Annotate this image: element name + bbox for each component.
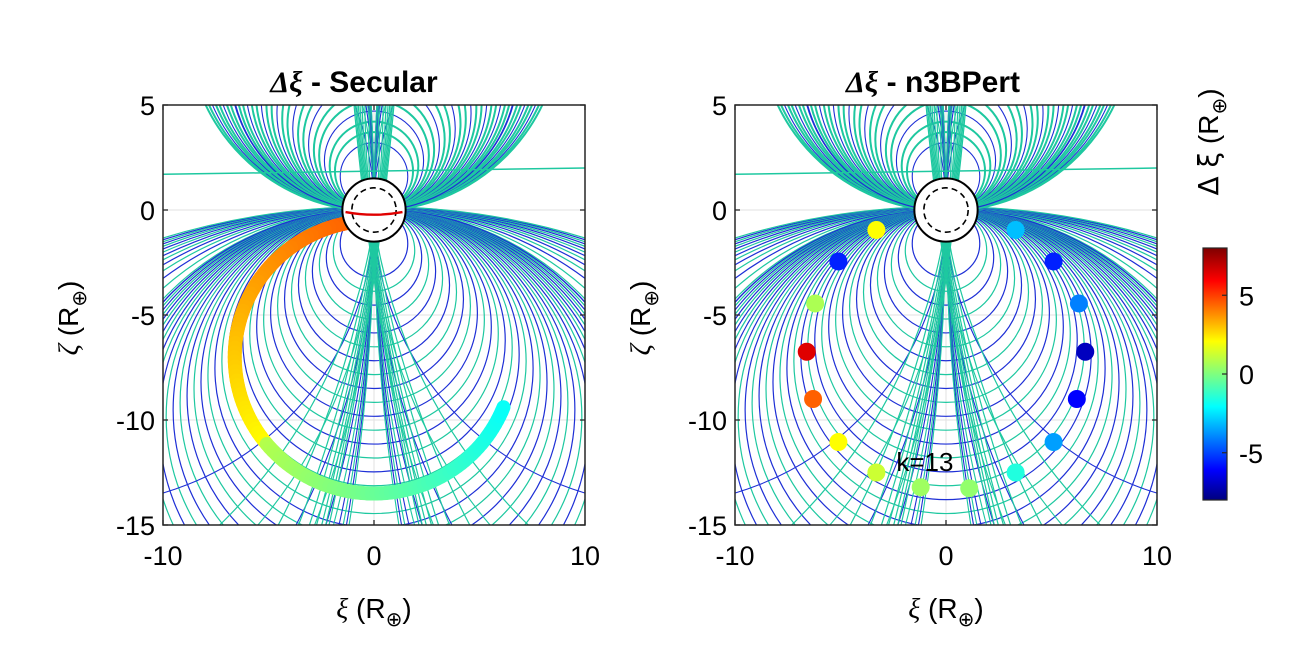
- n3bpert-point: [829, 433, 848, 452]
- colorbar-label-unit: (R: [1193, 115, 1224, 152]
- y-tick-label: 0: [712, 196, 727, 226]
- left-ylabel-close: ): [53, 281, 84, 290]
- side-contour-upper: [790, 105, 952, 525]
- right-title-symbol: Δξ: [845, 66, 879, 99]
- x-tick-label: -10: [143, 541, 182, 571]
- n3bpert-point: [1044, 252, 1063, 271]
- x-tick-label: 0: [366, 541, 381, 571]
- x-tick-label: 10: [1142, 541, 1172, 571]
- left-ylabel-sub: ⊕: [67, 290, 91, 307]
- left-title-symbol: Δξ: [269, 66, 303, 99]
- y-tick-label: -15: [688, 511, 727, 541]
- left-ticks: -10 0 10-15-10-505: [116, 91, 600, 571]
- side-contour-upper: [368, 105, 530, 525]
- x-tick-label: 0: [938, 541, 953, 571]
- n3bpert-point: [1006, 220, 1025, 239]
- colorbar-label-symbol: Δ ξ: [1192, 152, 1225, 196]
- n3bpert-point: [829, 252, 848, 271]
- colorbar-tick-label: 0: [1239, 360, 1254, 390]
- y-tick-label: -15: [116, 511, 155, 541]
- x-tick-label: -10: [715, 541, 754, 571]
- side-contour-upper: [218, 105, 380, 525]
- n3bpert-point: [1044, 433, 1063, 452]
- y-tick-label: -10: [116, 406, 155, 436]
- y-tick-label: 5: [140, 91, 155, 121]
- left-ylabel-symbol: ζ: [54, 342, 85, 355]
- right-xlabel-sub: ⊕: [958, 607, 975, 631]
- n3bpert-point: [1006, 463, 1025, 482]
- right-xlabel: ξ (R⊕): [908, 593, 983, 631]
- n3bpert-point: [1076, 342, 1095, 361]
- secular-track-segment: [494, 400, 511, 419]
- right-xlabel-unit: (R: [920, 593, 957, 624]
- left-xlabel-sub: ⊕: [386, 607, 403, 631]
- y-tick-label: -5: [703, 301, 727, 331]
- horizontal-contour: [735, 167, 1157, 176]
- side-contour-upper: [940, 105, 1102, 525]
- right-ticks: -10 0 10-15-10-505: [688, 91, 1172, 571]
- colorbar-tick-label: -5: [1239, 439, 1263, 469]
- y-tick-label: 5: [712, 91, 727, 121]
- n3bpert-point: [1069, 294, 1088, 313]
- right-xlabel-close: ): [974, 593, 983, 624]
- horizontal-contour: [163, 167, 585, 176]
- right-xlabel-symbol: ξ: [908, 594, 920, 625]
- left-xlabel-symbol: ξ: [336, 594, 348, 625]
- left-ylabel: ζ (R⊕): [53, 281, 91, 356]
- n3bpert-point: [867, 220, 886, 239]
- y-tick-label: -10: [688, 406, 727, 436]
- n3bpert-point: [797, 342, 816, 361]
- k-annotation: k=13: [896, 447, 953, 477]
- colorbar-label: Δ ξ (R⊕): [1192, 88, 1231, 195]
- left-earth: [341, 177, 407, 243]
- left-xlabel-close: ): [402, 593, 411, 624]
- right-earth: [913, 177, 979, 243]
- x-tick-label: 10: [570, 541, 600, 571]
- secular-track: [227, 215, 511, 501]
- colorbar-tick-label: 5: [1239, 281, 1254, 311]
- right-ylabel-sub: ⊕: [639, 290, 663, 307]
- left-xlabel: ξ (R⊕): [336, 593, 411, 631]
- n3bpert-point: [960, 479, 979, 498]
- colorbar: -5 0 5 Δ ξ (R⊕): [1192, 88, 1263, 501]
- colorbar-label-sub: ⊕: [1207, 98, 1231, 115]
- y-tick-label: -5: [131, 301, 155, 331]
- n3bpert-point: [1067, 390, 1086, 408]
- n3bpert-point: [806, 294, 825, 313]
- left-xlabel-unit: (R: [348, 593, 385, 624]
- earth-red-arc: [345, 210, 403, 216]
- right-ylabel-close: ): [625, 281, 656, 290]
- right-ylabel-symbol: ζ: [626, 342, 657, 355]
- colorbar-ticks: -5 0 5: [1222, 281, 1263, 469]
- earth-inner-dashed: [351, 187, 397, 233]
- y-tick-label: 0: [140, 196, 155, 226]
- n3bpert-point: [911, 478, 930, 497]
- n3bpert-points: [797, 220, 1095, 498]
- earth-inner-dashed: [923, 187, 969, 233]
- right-title: Δξ - n3BPert: [845, 66, 1020, 99]
- left-title-text: - Secular: [303, 66, 438, 99]
- colorbar-label-close: ): [1193, 88, 1224, 97]
- left-title: Δξ - Secular: [269, 66, 438, 99]
- right-ylabel: ζ (R⊕): [625, 281, 663, 356]
- left-ylabel-unit: (R: [53, 307, 84, 344]
- n3bpert-point: [867, 463, 886, 482]
- right-ylabel-unit: (R: [625, 307, 656, 344]
- right-title-text: - n3BPert: [878, 66, 1020, 99]
- n3bpert-point: [804, 390, 823, 408]
